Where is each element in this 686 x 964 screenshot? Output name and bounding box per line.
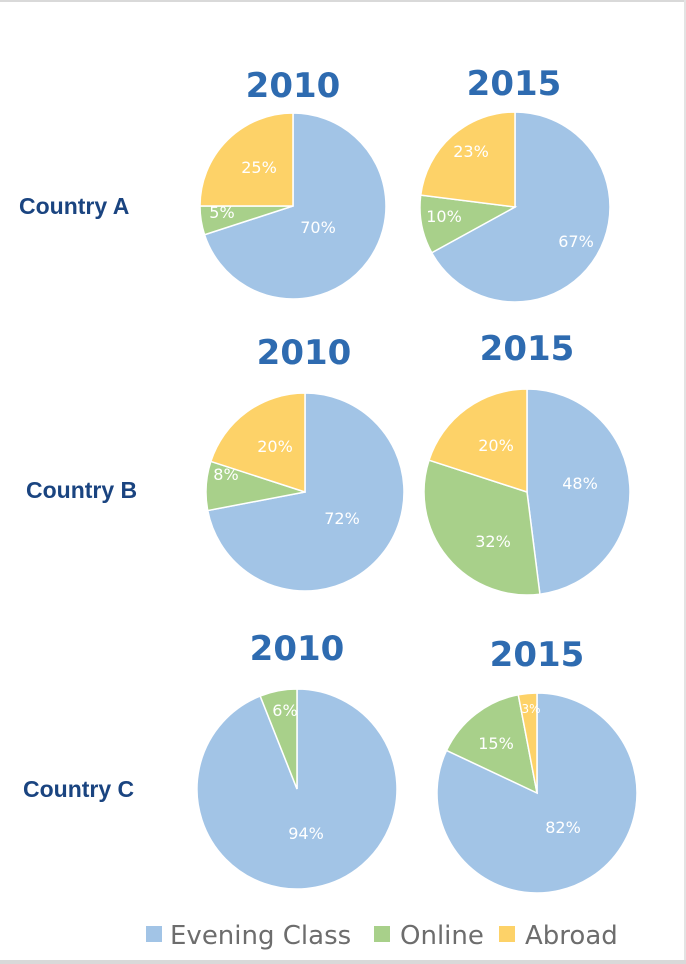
pie-label-b-2015-abroad: 20%	[478, 436, 514, 455]
pie-label-b-2010-online: 8%	[213, 465, 238, 484]
pie-label-c-2015-evening-class: 82%	[545, 818, 581, 837]
pie-title-c-2015: 2015	[490, 635, 585, 675]
pie-label-b-2015-online: 32%	[475, 532, 511, 551]
pie-label-a-2010-online: 5%	[209, 203, 234, 222]
bottom-border	[0, 960, 686, 964]
pie-slice-a-2010-evening-class	[203, 112, 387, 300]
legend-swatch-online	[374, 926, 390, 942]
pie-slice-a-2015-abroad	[419, 111, 516, 208]
top-border	[0, 0, 686, 2]
pie-slice-b-2015-evening-class	[526, 388, 631, 596]
legend-swatch-abroad	[499, 926, 515, 942]
pie-label-c-2010-evening-class: 94%	[288, 824, 324, 843]
pies-group: 70% 5% 25% 67% 10% 23% 72% 8% 20% 48% 32% 20% 94% 6% 8…	[196, 111, 638, 894]
pie-label-a-2010-abroad: 25%	[241, 158, 277, 177]
pie-label-b-2010-evening-class: 72%	[324, 509, 360, 528]
legend-label-online: Online	[400, 921, 484, 951]
row-label-country-a: Country A	[19, 193, 129, 219]
row-label-country-b: Country B	[26, 477, 137, 503]
pie-slice-b-2010-abroad	[209, 392, 306, 494]
pie-label-a-2015-abroad: 23%	[453, 142, 489, 161]
pie-slice-b-2015-abroad	[428, 388, 528, 494]
legend: Evening Class Online Abroad	[146, 921, 618, 951]
pie-title-a-2015: 2015	[467, 64, 562, 104]
legend-label-evening-class: Evening Class	[170, 921, 351, 951]
pie-slice-b-2010-evening-class	[206, 392, 405, 592]
pie-slice-b-2015-online	[423, 459, 541, 596]
right-border	[684, 0, 686, 964]
pie-slice-a-2010-abroad	[199, 112, 294, 207]
legend-label-abroad: Abroad	[525, 921, 618, 951]
pie-slice-a-2015-evening-class	[430, 111, 611, 303]
pie-label-b-2015-evening-class: 48%	[562, 474, 598, 493]
pie-slice-c-2015-online	[445, 693, 539, 795]
pie-slice-c-2015-abroad	[517, 692, 538, 794]
pie-label-a-2015-evening-class: 67%	[558, 232, 594, 251]
pie-title-b-2010: 2010	[257, 333, 352, 373]
pie-label-c-2015-online: 15%	[478, 734, 514, 753]
legend-swatch-evening-class	[146, 926, 162, 942]
pie-title-a-2010: 2010	[246, 66, 341, 106]
pie-title-b-2015: 2015	[480, 329, 575, 369]
pie-label-a-2015-online: 10%	[426, 207, 462, 226]
pie-title-c-2010: 2010	[250, 629, 345, 669]
pie-label-c-2010-online: 6%	[272, 701, 297, 720]
pie-label-c-2015-abroad: 3%	[521, 702, 540, 716]
pie-label-b-2010-abroad: 20%	[257, 437, 293, 456]
row-label-country-c: Country C	[23, 776, 134, 802]
pie-label-a-2010-evening-class: 70%	[300, 218, 336, 237]
pie-slice-c-2010-online	[259, 688, 298, 790]
